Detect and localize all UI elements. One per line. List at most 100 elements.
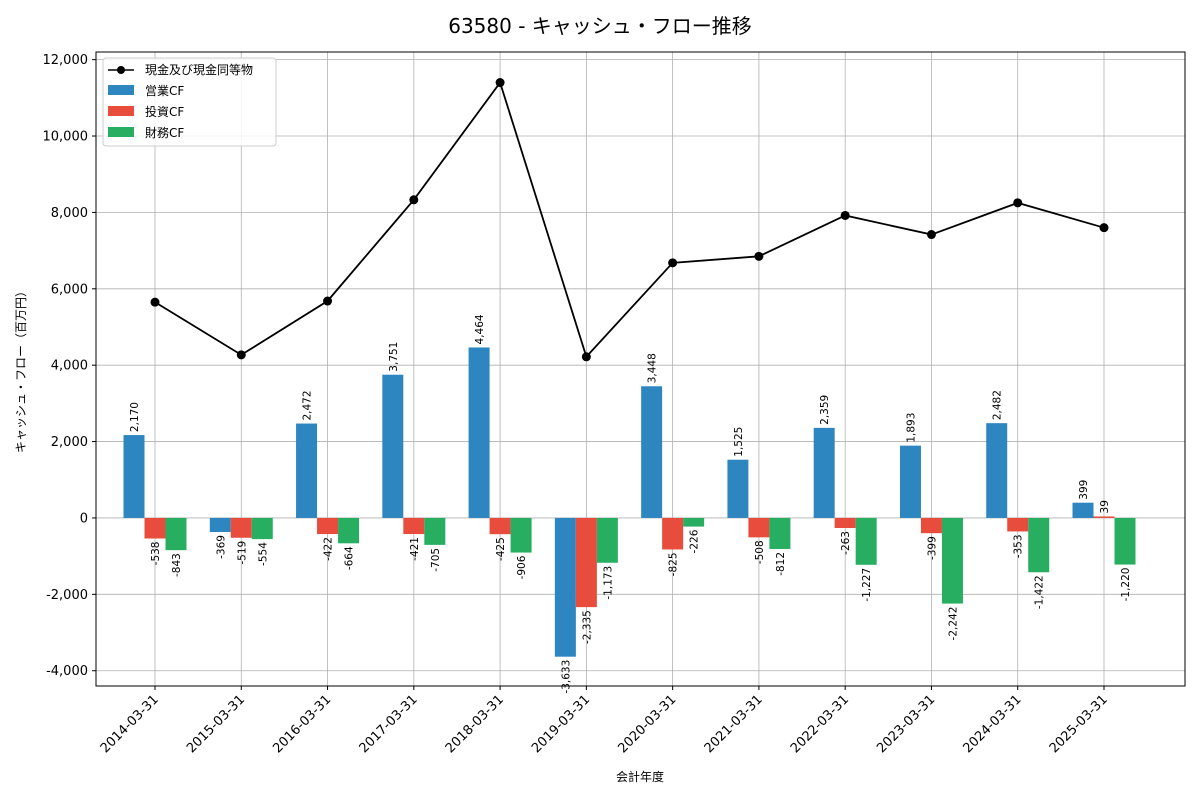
- operating-cf-bar: [813, 427, 835, 518]
- financing-cf-bar: [596, 517, 618, 563]
- financing-cf-label: -1,227: [861, 568, 873, 602]
- investing-cf-label: -353: [1013, 534, 1025, 558]
- investing-cf-bar: [144, 517, 166, 539]
- financing-cf-bar: [941, 517, 963, 604]
- legend-label-financing: 財務CF: [145, 125, 184, 140]
- investing-cf-bar: [920, 517, 942, 534]
- cash-equivalents-line: [154, 80, 1105, 359]
- investing-cf-label: -425: [495, 537, 507, 561]
- financing-cf-label: -226: [689, 529, 701, 553]
- x-tick-label: 2025-03-31: [1047, 692, 1111, 756]
- financing-cf-bar: [338, 517, 360, 544]
- bars-layer: [123, 347, 1136, 657]
- financing-cf-bar: [251, 517, 273, 540]
- legend-swatch-operating: [108, 85, 134, 95]
- cash-equivalents-point: [1099, 223, 1109, 233]
- x-tick-label: 2020-03-31: [615, 692, 679, 756]
- operating-cf-bar: [899, 445, 921, 518]
- financing-cf-label: -906: [516, 555, 528, 579]
- financing-cf-bar: [769, 517, 791, 549]
- y-axis-label: キャッシュ・フロー（百万円）: [14, 285, 28, 453]
- cash-equivalents-point: [150, 297, 160, 307]
- operating-cf-label: 2,359: [819, 395, 831, 425]
- x-tick-label: 2018-03-31: [443, 692, 507, 756]
- cash-equivalents-point: [581, 352, 591, 362]
- operating-cf-bar: [382, 374, 404, 518]
- legend-label-investing: 投資CF: [145, 104, 184, 119]
- financing-cf-bar: [683, 517, 705, 527]
- legend-label-operating: 営業CF: [145, 84, 184, 98]
- cash-equivalents-point: [236, 350, 246, 360]
- legend-box: [102, 57, 277, 147]
- financing-cf-bar: [1114, 517, 1136, 565]
- investing-cf-label: -2,335: [581, 610, 593, 644]
- x-ticks: 2014-03-31 2015-03-31 2016-03-31 2017-03-31…: [98, 686, 1111, 756]
- chart-title: 63580 - キャッシュ・フロー推移: [448, 14, 752, 38]
- operating-cf-label: 3,448: [647, 353, 659, 383]
- investing-cf-bar: [748, 517, 770, 538]
- investing-cf-label: -519: [236, 541, 248, 565]
- financing-cf-label: -554: [257, 542, 269, 566]
- operating-cf-bar: [468, 347, 490, 518]
- y-tick-label: 0: [80, 511, 88, 526]
- investing-cf-label: -263: [840, 531, 852, 555]
- x-tick-label: 2015-03-31: [184, 692, 248, 756]
- investing-cf-bar: [489, 517, 511, 535]
- financing-cf-bar: [510, 517, 532, 553]
- cash-equivalents-point: [495, 78, 505, 88]
- grid-layer: [96, 52, 1185, 686]
- investing-cf-bar: [834, 517, 856, 528]
- financing-cf-bar: [1028, 517, 1050, 573]
- labels-layer: 2,170 -369 2,472 3,751 4,464 -3,633 3,448 1,525…: [129, 314, 1132, 693]
- line-layer: [150, 78, 1109, 362]
- y-ticks: -4,000 -2,000 0 2,000 4,000 6,000 8,000 10,000 1…: [43, 53, 96, 679]
- cash-equivalents-point: [754, 251, 764, 261]
- financing-cf-bar: [165, 517, 187, 551]
- investing-cf-bar: [1093, 516, 1115, 518]
- operating-cf-bar: [727, 459, 749, 518]
- operating-cf-bar: [641, 386, 663, 518]
- x-tick-label: 2023-03-31: [874, 692, 938, 756]
- investing-cf-bar: [230, 517, 252, 538]
- investing-cf-label: -538: [150, 541, 162, 565]
- y-tick-label: 2,000: [51, 435, 88, 450]
- operating-cf-label: 399: [1078, 480, 1090, 500]
- investing-cf-bar: [1007, 517, 1029, 532]
- financing-cf-label: -1,173: [602, 566, 614, 600]
- financing-cf-bar: [855, 517, 877, 565]
- x-tick-label: 2019-03-31: [529, 692, 593, 756]
- investing-cf-bar: [662, 517, 684, 550]
- investing-cf-label: 39: [1099, 500, 1111, 513]
- legend-swatch-financing: [108, 127, 134, 137]
- financing-cf-label: -705: [430, 548, 442, 572]
- x-tick-label: 2014-03-31: [98, 692, 162, 756]
- cash-equivalents-point: [840, 210, 850, 220]
- legend-label-cash: 現金及び現金同等物: [145, 62, 253, 77]
- investing-cf-label: -422: [323, 537, 335, 561]
- x-tick-label: 2022-03-31: [788, 692, 852, 756]
- investing-cf-bar: [575, 517, 597, 608]
- x-tick-label: 2024-03-31: [961, 692, 1025, 756]
- legend-swatch-investing: [108, 106, 134, 116]
- operating-cf-label: -369: [215, 535, 227, 559]
- y-tick-label: 10,000: [43, 130, 89, 145]
- cash-equivalents-point: [668, 258, 678, 268]
- investing-cf-label: -421: [409, 537, 421, 561]
- y-tick-label: 8,000: [51, 206, 88, 221]
- financing-cf-label: -812: [775, 552, 787, 576]
- operating-cf-label: 2,472: [302, 390, 314, 420]
- x-tick-label: 2021-03-31: [702, 692, 766, 756]
- operating-cf-label: 3,751: [388, 342, 400, 372]
- investing-cf-bar: [317, 517, 339, 535]
- y-tick-label: -4,000: [46, 664, 88, 679]
- investing-cf-bar: [403, 517, 425, 535]
- operating-cf-bar: [296, 423, 318, 518]
- legend-line-marker: [117, 66, 125, 74]
- operating-cf-label: 2,170: [129, 402, 141, 432]
- y-tick-label: 4,000: [51, 359, 88, 374]
- financing-cf-label: -1,422: [1034, 575, 1046, 609]
- investing-cf-label: -399: [926, 536, 938, 560]
- legend: 現金及び現金同等物 営業CF 投資CF 財務CF: [102, 57, 277, 147]
